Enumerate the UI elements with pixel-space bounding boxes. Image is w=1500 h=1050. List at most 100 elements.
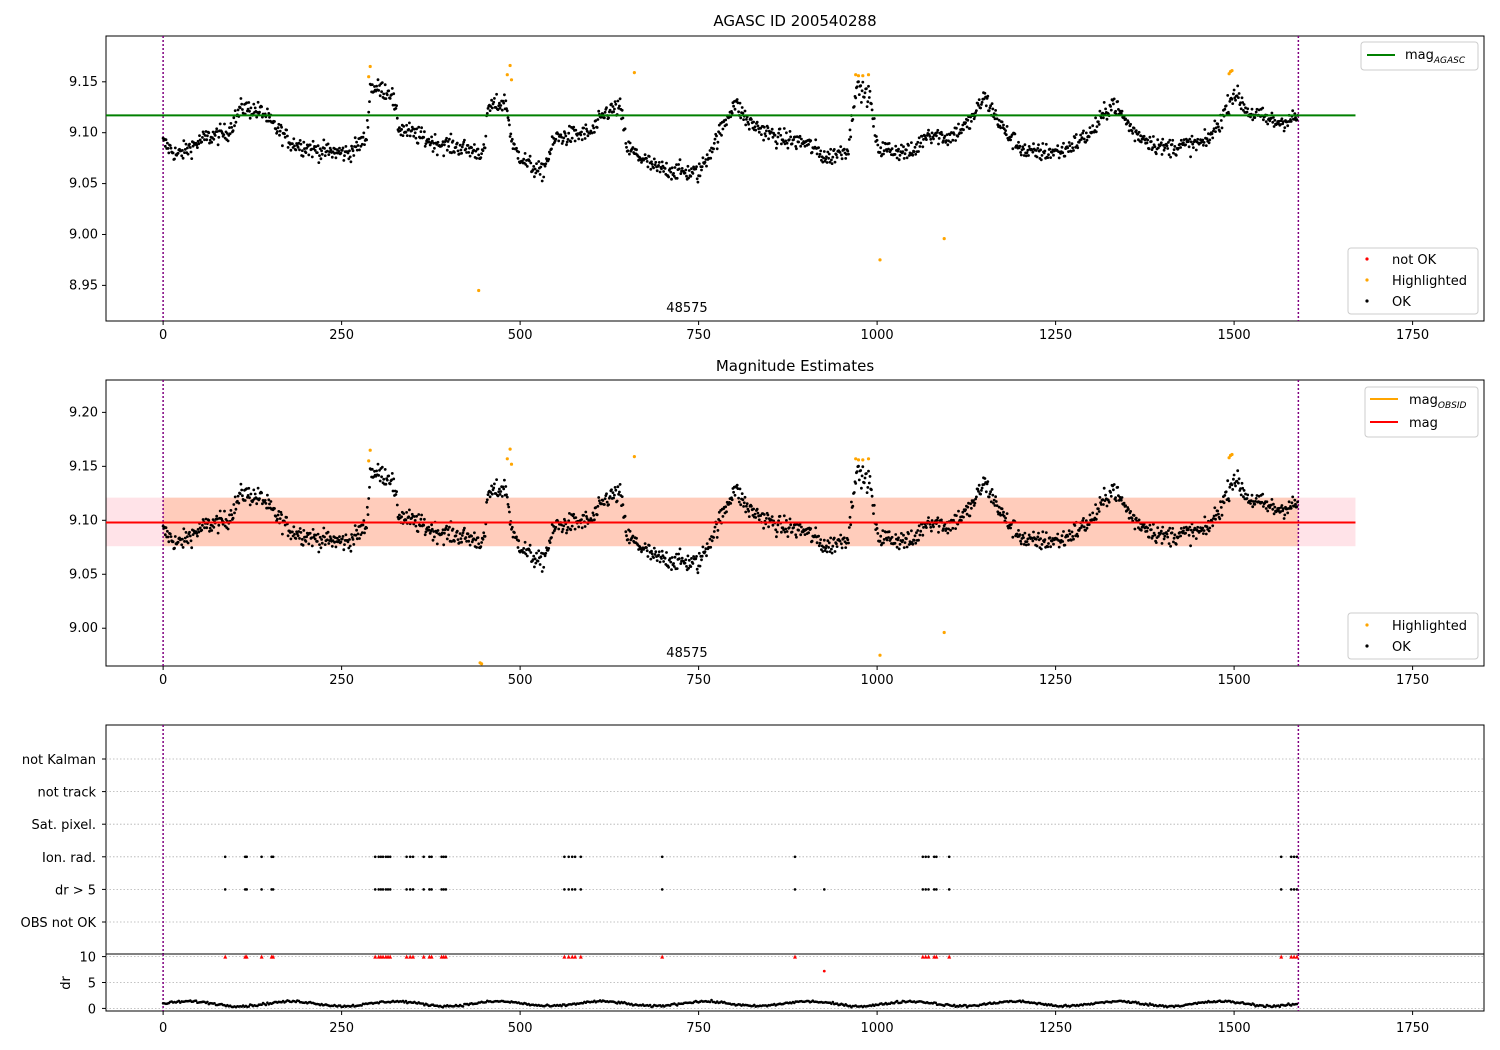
- dr-x-tick-label: 250: [329, 1021, 354, 1036]
- agasc-ok-point: [1034, 149, 1038, 152]
- estimates-ok-point: [594, 506, 598, 509]
- estimates-ok-point: [1208, 526, 1212, 530]
- agasc-ok-point: [190, 157, 194, 161]
- estimates-ok-point: [450, 540, 453, 543]
- estimates-ok-point: [724, 505, 728, 509]
- estimates-ok-point: [513, 531, 516, 534]
- estimates-ok-point: [436, 529, 440, 532]
- estimates-ok-point: [1127, 516, 1131, 520]
- agasc-ok-point: [1196, 137, 1200, 141]
- flags-point: [921, 888, 925, 891]
- agasc-ok-point: [1168, 138, 1172, 142]
- estimates-ok-point: [458, 532, 462, 535]
- agasc-ok-point: [831, 155, 835, 159]
- estimates-ok-point: [631, 534, 635, 538]
- agasc-ok-point: [395, 104, 398, 107]
- agasc-ok-point: [988, 106, 992, 110]
- agasc-ok-point: [531, 168, 535, 172]
- estimates-ok-point: [947, 527, 950, 531]
- estimates-ok-point: [628, 529, 632, 533]
- estimates-ok-point: [1227, 499, 1231, 503]
- agasc-ok-point: [1127, 129, 1131, 133]
- estimates-ok-point: [739, 503, 743, 507]
- flags-point: [1295, 888, 1299, 891]
- agasc-ok-point: [586, 134, 590, 138]
- agasc-ok-point: [431, 150, 435, 153]
- estimates-ok-point: [964, 508, 967, 511]
- agasc-ok-point: [1182, 141, 1185, 145]
- estimates-ok-point: [1147, 535, 1151, 539]
- agasc-ok-point: [640, 161, 643, 164]
- agasc-ok-point: [759, 126, 763, 130]
- agasc-ok-point: [996, 123, 1000, 127]
- agasc-ok-point: [773, 133, 777, 137]
- agasc-ok-point: [824, 157, 828, 161]
- estimates-ok-point: [445, 537, 449, 541]
- estimates-ok-point: [840, 542, 843, 546]
- agasc-ok-point: [502, 101, 506, 105]
- agasc-ok-point: [776, 135, 780, 139]
- estimates-ok-point: [992, 498, 996, 502]
- estimates-ok-point: [1224, 490, 1228, 494]
- estimates-ok-point: [898, 542, 902, 546]
- estimates-ok-point: [218, 509, 222, 513]
- agasc-ok-point: [645, 160, 649, 163]
- agasc-ok-point: [1116, 100, 1120, 103]
- estimates-ok-point: [359, 533, 363, 536]
- estimates-ok-point: [505, 493, 508, 497]
- estimates-highlighted-point: [861, 458, 865, 462]
- agasc-ok-point: [838, 151, 842, 154]
- agasc-legend-marker: [1365, 299, 1369, 303]
- dr-outlier-point: [822, 969, 826, 973]
- estimates-ok-point: [585, 515, 588, 518]
- estimates-ok-point: [1119, 498, 1123, 502]
- agasc-ok-point: [233, 124, 236, 128]
- estimates-ok-point: [205, 526, 209, 530]
- agasc-ok-point: [951, 138, 955, 142]
- agasc-ok-point: [919, 141, 923, 145]
- estimates-ok-point: [423, 533, 427, 537]
- agasc-ok-point: [509, 132, 513, 136]
- agasc-ok-point: [814, 138, 818, 142]
- estimates-ok-point: [302, 529, 306, 532]
- flags-point: [405, 855, 408, 859]
- agasc-ok-point: [430, 139, 434, 143]
- agasc-ok-point: [1061, 151, 1065, 155]
- estimates-ok-point: [1022, 536, 1025, 539]
- agasc-ok-point: [790, 142, 794, 146]
- agasc-ok-point: [368, 100, 371, 103]
- estimates-ok-point: [937, 524, 941, 528]
- estimates-ok-point: [922, 526, 925, 529]
- estimates-ok-point: [1088, 513, 1092, 517]
- estimates-ok-point: [600, 502, 603, 506]
- estimates-ok-point: [897, 536, 900, 540]
- estimates-ok-point: [1043, 538, 1047, 542]
- agasc-ok-point: [713, 137, 717, 141]
- agasc-ok-point: [1242, 103, 1246, 106]
- agasc-ok-point: [1266, 122, 1270, 126]
- agasc-ok-point: [505, 107, 508, 110]
- estimates-ok-point: [867, 469, 870, 473]
- dr-clipped-marker: [1292, 954, 1297, 959]
- estimates-ok-point: [1272, 502, 1275, 506]
- estimates-ok-point: [304, 540, 308, 543]
- estimates-ok-point: [616, 485, 620, 489]
- agasc-ok-point: [798, 134, 802, 138]
- estimates-ok-point: [807, 531, 810, 535]
- agasc-ok-point: [787, 138, 791, 142]
- estimates-ok-point: [649, 557, 653, 561]
- agasc-ok-point: [1002, 123, 1005, 127]
- agasc-ok-point: [1027, 145, 1031, 148]
- agasc-ok-point: [591, 124, 595, 128]
- agasc-ok-point: [508, 135, 512, 138]
- agasc-ok-point: [778, 127, 782, 131]
- dr-clipped-marker: [381, 954, 386, 959]
- agasc-ok-point: [1293, 112, 1297, 115]
- agasc-ok-point: [256, 100, 260, 104]
- estimates-ok-point: [440, 531, 444, 535]
- estimates-ok-point: [1290, 501, 1294, 505]
- estimates-ok-point: [510, 525, 514, 529]
- estimates-ok-point: [201, 523, 204, 527]
- agasc-ok-point: [927, 128, 930, 132]
- estimates-ok-point: [454, 534, 458, 538]
